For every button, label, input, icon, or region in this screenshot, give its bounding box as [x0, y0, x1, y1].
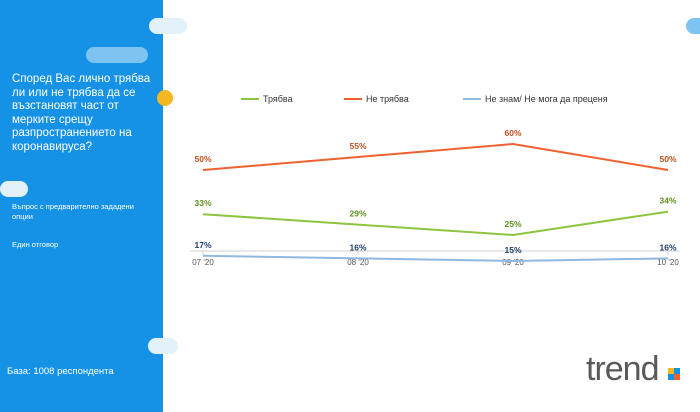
decorative-pill [0, 181, 28, 197]
sample-base: База: 1008 респондента [7, 366, 114, 377]
series-line [202, 254, 669, 263]
x-tick-label: 08 '20 [347, 258, 369, 267]
data-label: 16% [659, 242, 676, 252]
legend-label: Не трябва [366, 94, 409, 104]
data-label: 55% [349, 141, 366, 151]
trend-logo: trend [586, 350, 659, 388]
data-label: 50% [194, 154, 211, 164]
sidebar: Според Вас лично трябва ли или не трябва… [0, 0, 163, 412]
survey-question: Според Вас лично трябва ли или не трябва… [12, 73, 151, 153]
legend-item-tryabva: Трябва [241, 94, 293, 104]
chart-legend: Трябва Не трябва Не знам/ Не мога да пре… [0, 94, 700, 108]
data-label: 34% [659, 196, 676, 206]
question-note: Въпрос с предварително зададени опции [12, 202, 134, 221]
data-label: 33% [194, 198, 211, 208]
legend-swatch [463, 98, 481, 100]
decorative-dot [157, 90, 173, 106]
series-line [202, 210, 669, 237]
legend-item-ne-tryabva: Не трябва [344, 94, 409, 104]
decorative-pill [686, 18, 700, 34]
logo-mark-icon [668, 368, 680, 380]
decorative-pill [86, 47, 148, 63]
legend-label: Трябва [263, 94, 293, 104]
legend-label: Не знам/ Не мога да преценя [485, 94, 608, 104]
legend-item-ne-znam: Не знам/ Не мога да преценя [463, 94, 608, 104]
decorative-pill [148, 338, 178, 354]
data-label: 29% [349, 209, 366, 219]
decorative-pill [149, 18, 187, 34]
legend-swatch [241, 98, 259, 100]
data-label: 17% [194, 240, 211, 250]
data-label: 60% [504, 128, 521, 138]
x-tick-label: 09 '20 [502, 258, 524, 267]
answer-type-note: Един отговор [12, 240, 59, 249]
data-label: 50% [659, 154, 676, 164]
legend-swatch [344, 98, 362, 100]
data-label: 25% [504, 219, 521, 229]
data-label: 16% [349, 242, 366, 252]
series-line [202, 142, 669, 171]
x-tick-label: 07 '20 [192, 258, 214, 267]
x-tick-label: 10 '20 [657, 258, 679, 267]
data-label: 15% [504, 245, 521, 255]
